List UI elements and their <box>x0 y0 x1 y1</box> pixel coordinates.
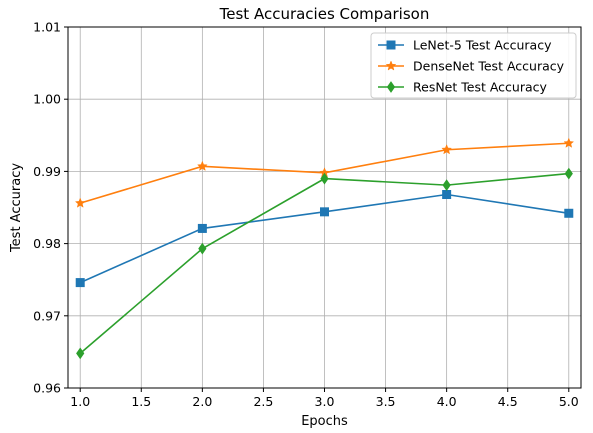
x-tick-label: 5.0 <box>559 394 579 409</box>
y-tick-label: 0.99 <box>33 164 61 179</box>
data-point <box>74 197 86 208</box>
series-square <box>75 190 574 288</box>
legend-marker <box>385 60 397 71</box>
legend-entry: LeNet-5 Test Accuracy <box>378 38 552 53</box>
x-tick-label: 1.0 <box>70 394 90 409</box>
data-point <box>197 223 207 233</box>
data-point <box>320 172 329 185</box>
data-point <box>564 167 573 180</box>
y-tick-label: 1.01 <box>33 20 61 35</box>
legend: LeNet-5 Test Accuracy DenseNet Test Accur… <box>370 32 577 99</box>
data-point <box>75 278 85 288</box>
data-point <box>441 144 453 155</box>
x-tick-label: 3.5 <box>376 394 396 409</box>
y-tick-label: 0.97 <box>33 308 61 323</box>
y-axis-label: Test Accuracy <box>9 163 24 253</box>
x-tick-label: 2.0 <box>192 394 212 409</box>
x-axis-label: Epochs <box>301 414 348 429</box>
legend-label: LeNet-5 Test Accuracy <box>413 38 552 53</box>
series-layer <box>74 137 575 360</box>
legend-marker <box>386 81 396 93</box>
legend-box <box>370 32 577 99</box>
legend-items: LeNet-5 Test Accuracy DenseNet Test Accur… <box>378 38 565 95</box>
data-point <box>76 347 85 360</box>
data-point <box>320 207 329 217</box>
x-tick-label: 2.5 <box>253 394 273 409</box>
y-tick-label: 0.98 <box>33 236 61 251</box>
legend-label: DenseNet Test Accuracy <box>413 59 565 74</box>
y-tick-label: 0.96 <box>33 381 61 396</box>
legend-marker <box>386 40 396 50</box>
legend-entry: DenseNet Test Accuracy <box>378 59 565 74</box>
data-point <box>442 190 452 200</box>
data-point <box>196 160 208 171</box>
x-tick-label: 3.0 <box>315 394 335 409</box>
legend-label: ResNet Test Accuracy <box>413 80 548 95</box>
legend-entry: ResNet Test Accuracy <box>378 80 548 95</box>
x-tick-label: 4.0 <box>437 394 457 409</box>
x-tick-label: 4.5 <box>498 394 518 409</box>
chart-title: Test Accuracies Comparison <box>219 5 430 23</box>
data-point <box>442 179 451 191</box>
data-point <box>564 208 574 218</box>
data-point <box>563 137 575 148</box>
x-tick-label: 1.5 <box>131 394 151 409</box>
axis-ticks: 1.0 1.5 2.0 2.5 3.0 3.5 4.0 4.5 5.0 0.96 0.97 0.98 0… <box>33 20 579 410</box>
y-tick-label: 1.00 <box>33 92 61 107</box>
data-point <box>198 242 207 255</box>
series-diamond <box>76 167 573 360</box>
